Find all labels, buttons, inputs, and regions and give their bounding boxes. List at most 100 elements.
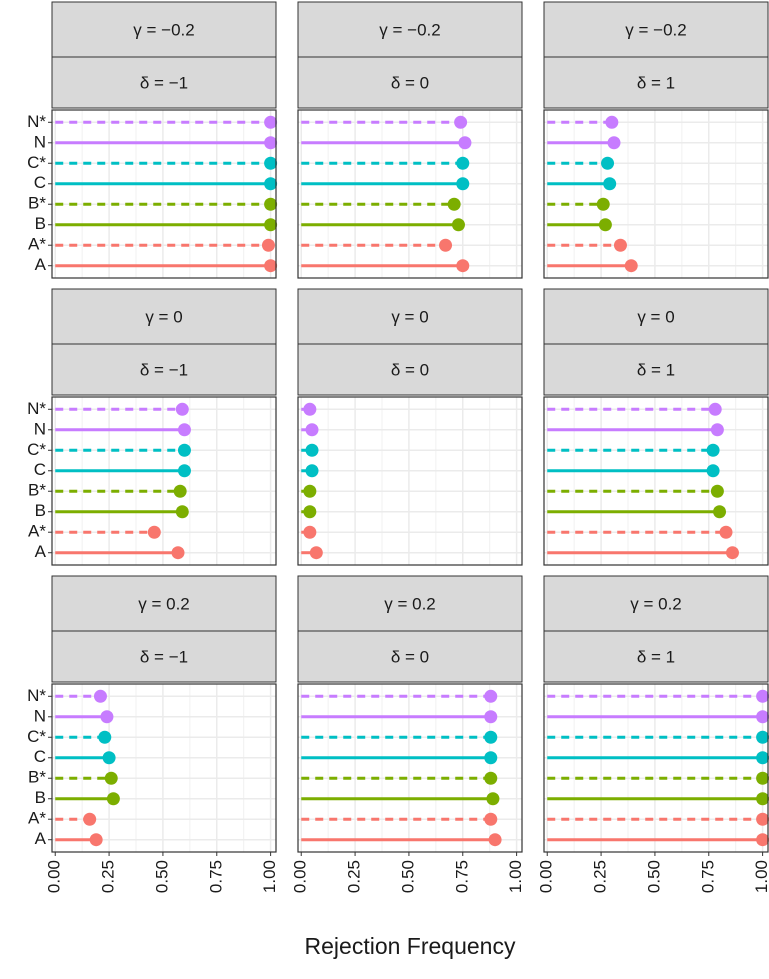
lollipop-point bbox=[454, 115, 468, 129]
panel-background bbox=[52, 397, 276, 565]
x-tick-label: 1.00 bbox=[260, 860, 279, 893]
facet-label: δ = 1 bbox=[637, 73, 675, 92]
y-tick-label: C* bbox=[27, 727, 46, 746]
lollipop-point bbox=[484, 689, 498, 703]
y-tick-label: A* bbox=[28, 235, 46, 254]
lollipop-point bbox=[305, 464, 319, 478]
lollipop-point bbox=[98, 730, 112, 744]
y-tick-label: A bbox=[35, 255, 47, 274]
x-tick-label: 0.00 bbox=[291, 860, 310, 893]
y-tick-label: B* bbox=[28, 481, 46, 500]
x-tick-label: 0.25 bbox=[345, 860, 364, 893]
y-tick-label: B* bbox=[28, 194, 46, 213]
facet-strip bbox=[543, 343, 769, 396]
y-tick-label: B bbox=[35, 501, 46, 520]
y-tick-label: N bbox=[34, 132, 46, 151]
lollipop-point bbox=[756, 771, 769, 785]
lollipop-point bbox=[447, 197, 461, 211]
lollipop-point bbox=[305, 443, 319, 457]
lollipop-point bbox=[710, 484, 724, 498]
facet-label: δ = 1 bbox=[637, 360, 675, 379]
lollipop-point bbox=[175, 402, 189, 416]
lollipop-point bbox=[598, 218, 612, 232]
panel-border bbox=[297, 683, 523, 853]
x-tick-label: 1.00 bbox=[506, 860, 525, 893]
lollipop-point bbox=[756, 730, 769, 744]
panel-background bbox=[52, 110, 276, 278]
y-tick-label: C bbox=[34, 173, 46, 192]
lollipop-point bbox=[484, 730, 498, 744]
lollipop-point bbox=[89, 833, 103, 847]
lollipop-point bbox=[173, 484, 187, 498]
panel-border bbox=[297, 109, 523, 279]
lollipop-point bbox=[100, 710, 114, 724]
lollipop-point bbox=[458, 136, 472, 150]
lollipop-point bbox=[710, 423, 724, 437]
y-tick-label: C* bbox=[27, 440, 46, 459]
lollipop-point bbox=[303, 402, 317, 416]
y-tick-label: C* bbox=[27, 153, 46, 172]
lollipop-point bbox=[177, 443, 191, 457]
y-tick-label: C bbox=[34, 460, 46, 479]
panel-background bbox=[544, 110, 768, 278]
x-tick-label: 0.75 bbox=[452, 860, 471, 893]
facet-label: γ = 0.2 bbox=[384, 594, 436, 613]
lollipop-point bbox=[706, 443, 720, 457]
y-tick-label: N bbox=[34, 419, 46, 438]
lollipop-point bbox=[596, 197, 610, 211]
lollipop-point bbox=[305, 423, 319, 437]
facet-strip bbox=[51, 575, 277, 632]
lollipop-point bbox=[719, 525, 733, 539]
lollipop-point bbox=[756, 833, 769, 847]
lollipop-point bbox=[309, 546, 323, 560]
lollipop-point bbox=[488, 833, 502, 847]
lollipop-point bbox=[706, 464, 720, 478]
x-tick-label: 0.50 bbox=[644, 860, 663, 893]
panel-background bbox=[298, 397, 522, 565]
lollipop-point bbox=[756, 710, 769, 724]
facet-label: δ = −1 bbox=[140, 360, 188, 379]
facet-label: γ = 0.2 bbox=[138, 594, 190, 613]
lollipop-point bbox=[605, 115, 619, 129]
y-tick-label: B* bbox=[28, 768, 46, 787]
lollipop-point bbox=[486, 792, 500, 806]
lollipop-point bbox=[264, 136, 278, 150]
lollipop-point bbox=[456, 177, 470, 191]
lollipop-point bbox=[264, 218, 278, 232]
lollipop-point bbox=[175, 505, 189, 519]
y-tick-label: N bbox=[34, 706, 46, 725]
lollipop-point bbox=[725, 546, 739, 560]
facet-strip bbox=[51, 630, 277, 683]
lollipop-point bbox=[104, 771, 118, 785]
panel-border bbox=[543, 109, 769, 279]
lollipop-point bbox=[261, 238, 275, 252]
panel-border bbox=[51, 683, 277, 853]
panel-background bbox=[544, 397, 768, 565]
x-tick-label: 0.50 bbox=[152, 860, 171, 893]
facet-strip bbox=[543, 56, 769, 109]
lollipop-point bbox=[456, 259, 470, 273]
facet-strip bbox=[297, 288, 523, 345]
x-axis-title: Rejection Frequency bbox=[305, 933, 516, 959]
x-tick-label: 0.75 bbox=[698, 860, 717, 893]
facet-strip bbox=[297, 343, 523, 396]
y-tick-label: C bbox=[34, 747, 46, 766]
x-tick-label: 0.50 bbox=[398, 860, 417, 893]
facet-label: γ = 0 bbox=[637, 307, 674, 326]
facet-strip bbox=[51, 343, 277, 396]
lollipop-point bbox=[439, 238, 453, 252]
lollipop-point bbox=[601, 156, 615, 170]
lollipop-point bbox=[624, 259, 638, 273]
panel-border bbox=[543, 396, 769, 566]
facet-label: γ = 0 bbox=[145, 307, 182, 326]
facet-label: γ = −0.2 bbox=[133, 20, 194, 39]
lollipop-point bbox=[708, 402, 722, 416]
facet-label: δ = 0 bbox=[391, 647, 429, 666]
lollipop-point bbox=[147, 525, 161, 539]
facet-label: δ = 0 bbox=[391, 360, 429, 379]
lollipop-point bbox=[613, 238, 627, 252]
panel-border bbox=[543, 683, 769, 853]
y-tick-label: B bbox=[35, 788, 46, 807]
facet-label: γ = 0 bbox=[391, 307, 428, 326]
